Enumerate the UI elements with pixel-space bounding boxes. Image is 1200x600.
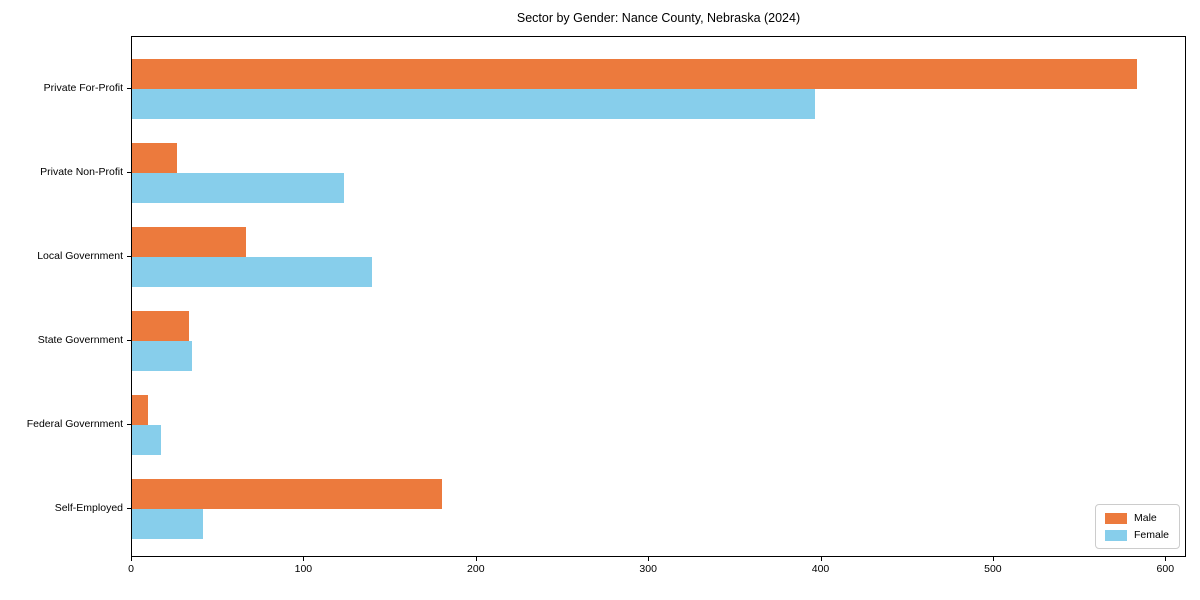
x-tick-label-100: 100: [294, 563, 313, 575]
x-tick-500: [992, 557, 994, 561]
category-label-state-government: State Government: [37, 334, 123, 346]
bar-male-private-for-profit: [132, 59, 1137, 89]
x-tick-label-500: 500: [984, 563, 1002, 575]
category-label-private-non-profit: Private Non-Profit: [40, 166, 123, 178]
bar-male-federal-government: [132, 395, 148, 425]
category-label-private-for-profit: Private For-Profit: [43, 82, 123, 94]
x-tick-300: [648, 557, 650, 561]
legend-row-male: Male: [1104, 512, 1169, 524]
x-tick-600: [1165, 557, 1167, 561]
x-tick-200: [475, 557, 477, 561]
bar-female-state-government: [132, 341, 193, 371]
x-tick-100: [303, 557, 305, 561]
bar-male-local-government: [132, 227, 246, 257]
legend-swatch-male: [1104, 512, 1127, 524]
bar-female-local-government: [132, 257, 372, 287]
plot-area: Male Female: [131, 36, 1186, 557]
legend-row-female: Female: [1104, 529, 1169, 541]
category-label-self-employed: Self-Employed: [54, 502, 123, 514]
y-tick-private-non-profit: [127, 172, 131, 173]
bar-female-private-for-profit: [132, 89, 815, 119]
category-label-federal-government: Federal Government: [26, 418, 123, 430]
x-tick-label-300: 300: [639, 563, 657, 575]
y-tick-local-government: [127, 256, 131, 257]
x-tick-label-600: 600: [1156, 563, 1175, 575]
y-tick-state-government: [127, 340, 131, 341]
bar-male-self-employed: [132, 479, 443, 509]
x-tick-400: [820, 557, 822, 561]
x-tick-label-0: 0: [128, 563, 134, 575]
y-tick-self-employed: [127, 508, 131, 509]
chart-title: Sector by Gender: Nance County, Nebraska…: [516, 11, 801, 25]
legend-label-male: Male: [1133, 512, 1157, 524]
y-tick-private-for-profit: [127, 88, 131, 89]
legend-label-female: Female: [1133, 529, 1169, 541]
x-tick-0: [131, 557, 132, 561]
category-label-local-government: Local Government: [37, 250, 123, 262]
legend-swatch-female: [1104, 529, 1127, 541]
bar-male-private-non-profit: [132, 143, 177, 173]
bar-female-federal-government: [132, 425, 162, 455]
bar-male-state-government: [132, 311, 189, 341]
bar-female-private-non-profit: [132, 173, 344, 203]
x-tick-label-400: 400: [811, 563, 830, 575]
y-tick-federal-government: [127, 424, 131, 425]
legend: Male Female: [1094, 504, 1180, 549]
bar-female-self-employed: [132, 509, 203, 539]
x-tick-label-200: 200: [467, 563, 485, 575]
